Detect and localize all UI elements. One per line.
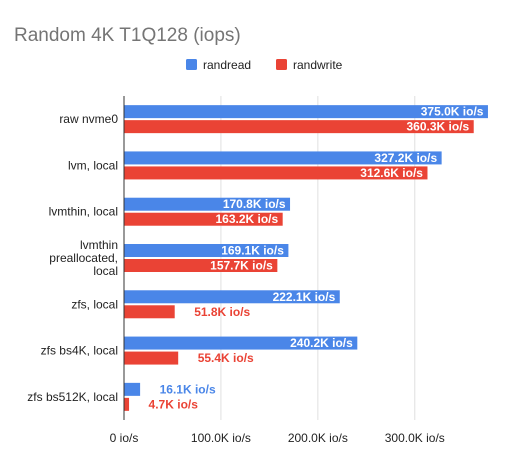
- category-label: lvm, local: [68, 158, 118, 172]
- data-label-randread: 327.2K io/s: [374, 151, 437, 165]
- data-label-randread: 16.1K io/s: [160, 382, 216, 396]
- bar-randread: [124, 105, 488, 119]
- category-label: preallocated,: [49, 251, 118, 265]
- bar-randread: [124, 197, 291, 211]
- category-label: lvmthin: [80, 238, 118, 252]
- data-label-randwrite: 51.8K io/s: [194, 305, 250, 319]
- bar-randwrite: [124, 397, 130, 411]
- category-label: raw nvme0: [59, 112, 118, 126]
- data-label-randread: 169.1K io/s: [221, 244, 284, 258]
- bar-randwrite: [124, 212, 283, 226]
- bar-randread: [124, 336, 358, 350]
- legend-label-randwrite: randwrite: [293, 58, 343, 72]
- data-label-randwrite: 360.3K io/s: [407, 120, 470, 134]
- data-label-randread: 375.0K io/s: [421, 105, 484, 119]
- bar-randread: [124, 151, 442, 165]
- legend-label-randread: randread: [203, 58, 251, 72]
- legend: randread randwrite: [186, 58, 343, 72]
- data-label-randwrite: 4.7K io/s: [149, 397, 199, 411]
- data-label-randwrite: 157.7K io/s: [210, 259, 273, 273]
- x-tick-label: 100.0K io/s: [191, 431, 251, 445]
- x-axis-tick-labels: 0 io/s 100.0K io/s 200.0K io/s 300.0K io/s: [110, 431, 445, 445]
- data-label-randread: 222.1K io/s: [273, 290, 336, 304]
- x-tick-label: 0 io/s: [110, 431, 139, 445]
- data-label-randwrite: 55.4K io/s: [198, 351, 254, 365]
- category-label: zfs bs4K, local: [41, 344, 118, 358]
- bar-randwrite: [124, 166, 428, 180]
- bar-randread: [124, 382, 141, 396]
- bar-randwrite: [124, 305, 175, 319]
- x-tick-label: 300.0K io/s: [385, 431, 445, 445]
- category-label: zfs bs512K, local: [27, 390, 118, 404]
- bar-randwrite: [124, 120, 474, 134]
- chart-title: Random 4K T1Q128 (iops): [14, 25, 241, 46]
- bar-randwrite: [124, 351, 179, 365]
- gridlines: [123, 96, 416, 420]
- bar-randwrite: [124, 259, 278, 272]
- legend-swatch-randread: [186, 59, 197, 70]
- legend-swatch-randwrite: [276, 59, 287, 70]
- category-label: zfs, local: [71, 297, 118, 311]
- data-label-randwrite: 312.6K io/s: [360, 166, 423, 180]
- bar-randread: [124, 244, 289, 257]
- data-label-randread: 170.8K io/s: [223, 197, 286, 211]
- bar-randread: [124, 290, 340, 304]
- x-tick-label: 200.0K io/s: [288, 431, 348, 445]
- category-label: lvmthin, local: [49, 205, 118, 219]
- category-labels: raw nvme0 lvm, local lvmthin, local lvmthin…: [27, 112, 118, 404]
- category-label: local: [93, 264, 118, 278]
- data-label-randread: 240.2K io/s: [290, 336, 353, 350]
- data-label-randwrite: 163.2K io/s: [215, 212, 278, 226]
